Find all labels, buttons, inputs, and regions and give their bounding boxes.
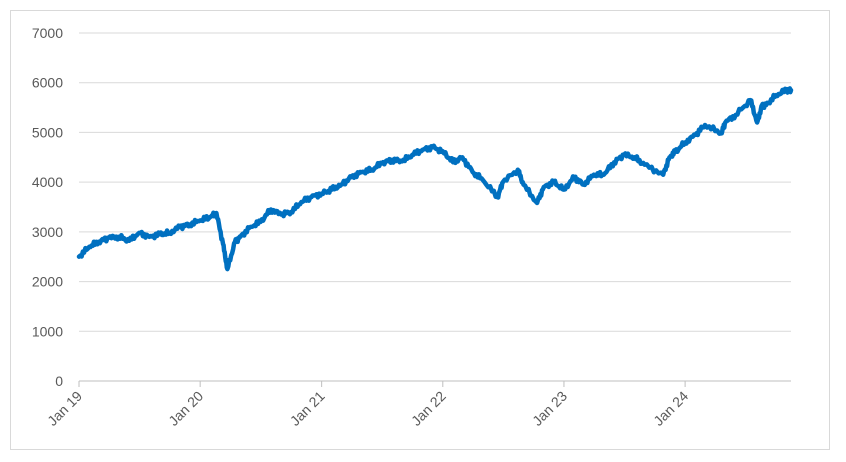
x-tick-label: Jan 21 <box>287 388 328 429</box>
x-tick-label: Jan 20 <box>165 388 206 429</box>
x-axis-tick-labels: Jan 19 Jan 20 Jan 21 Jan 22 Jan 23 Jan 24 <box>44 388 691 429</box>
x-tick-label: Jan 24 <box>650 388 691 429</box>
y-tick-label: 1000 <box>32 323 63 339</box>
y-tick-label: 0 <box>55 373 63 389</box>
y-tick-label: 6000 <box>32 75 63 91</box>
gridlines <box>79 32 791 332</box>
y-tick-label: 2000 <box>32 274 63 290</box>
x-tick-label: Jan 22 <box>408 388 449 429</box>
y-tick-label: 3000 <box>32 224 63 240</box>
x-axis <box>78 380 791 387</box>
y-tick-label: 7000 <box>32 25 63 41</box>
x-tick-label: Jan 23 <box>529 388 570 429</box>
x-tick-label: Jan 19 <box>44 388 85 429</box>
y-axis-tick-labels: 0 1000 2000 3000 4000 5000 6000 7000 <box>32 25 63 389</box>
series-group <box>76 86 794 272</box>
chart-frame: 0 1000 2000 3000 4000 5000 6000 7000 Jan 19 Jan … <box>10 10 830 450</box>
y-tick-label: 5000 <box>32 124 63 140</box>
series-line <box>76 86 794 272</box>
y-tick-label: 4000 <box>32 174 63 190</box>
